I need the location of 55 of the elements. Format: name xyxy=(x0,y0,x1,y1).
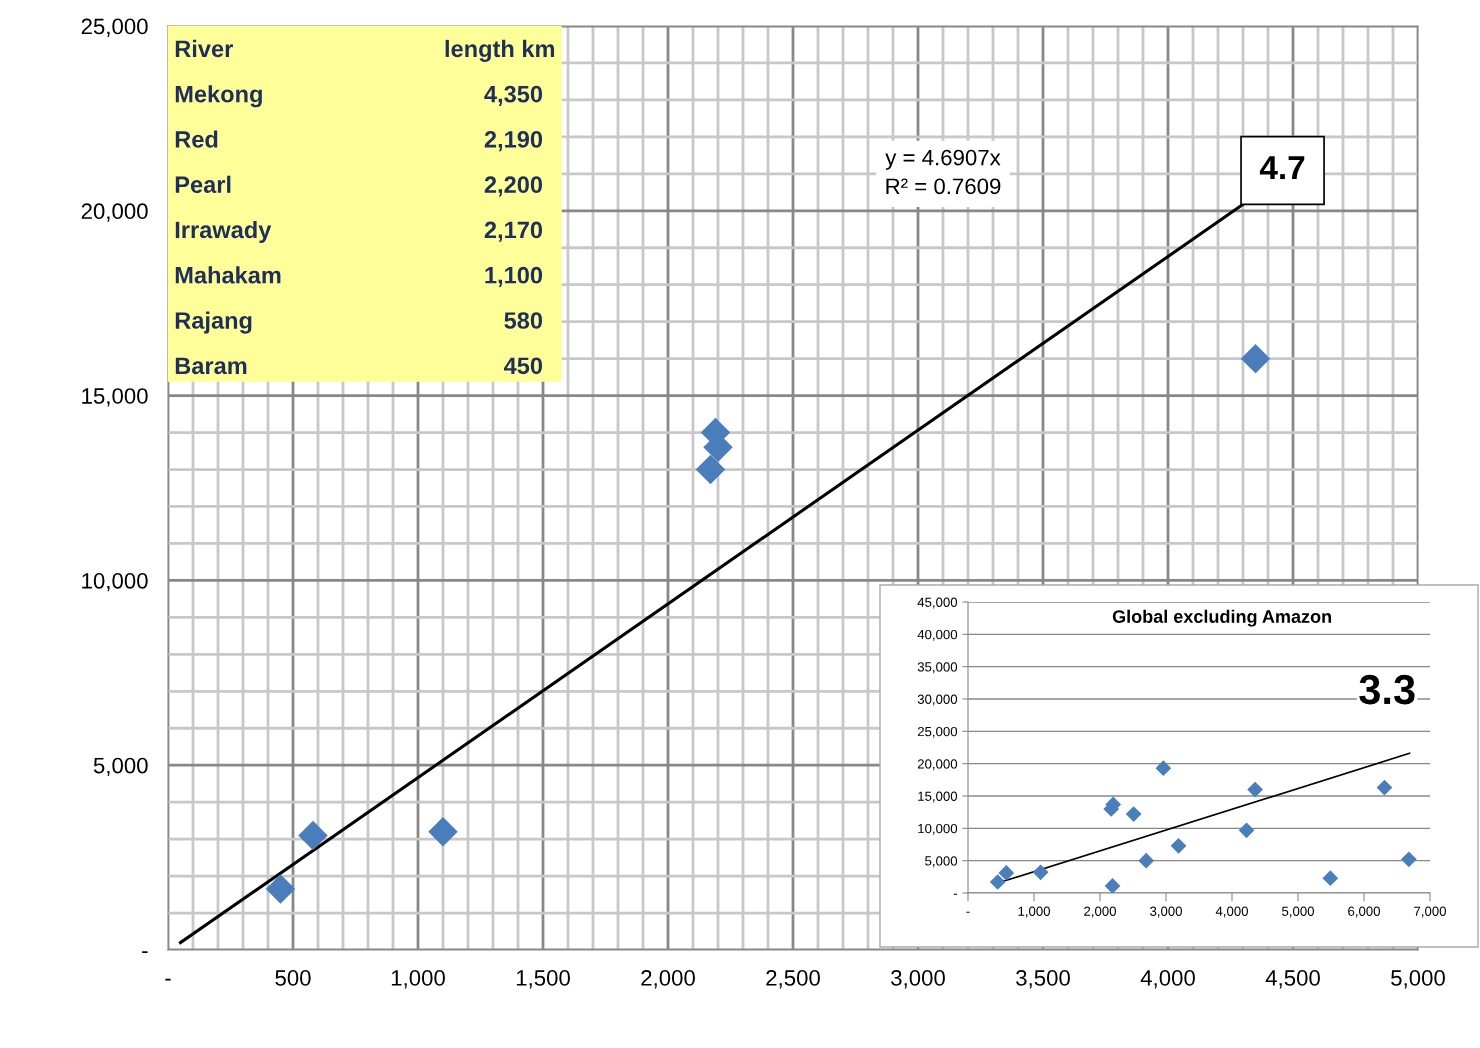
x-tick-label: - xyxy=(966,911,970,913)
annotation: Red xyxy=(175,130,218,148)
annotation: 580 xyxy=(504,312,543,329)
y-tick-label: - xyxy=(142,951,148,954)
x-tick-label: 1,500 xyxy=(516,970,570,989)
x-tick-label: 6,000 xyxy=(1348,906,1380,918)
y-tick-label: 20,000 xyxy=(917,759,958,771)
y-tick-label: 20,000 xyxy=(81,203,148,222)
x-tick-label: 5,000 xyxy=(1282,906,1314,918)
annotation: 4.7 xyxy=(1259,156,1305,180)
y-tick-label: 35,000 xyxy=(917,662,958,674)
y-tick-label: 15,000 xyxy=(918,791,958,803)
y-tick-label: 5,000 xyxy=(925,856,958,868)
annotation: Rajang xyxy=(175,311,252,334)
annotation: 4,350 xyxy=(484,85,543,106)
x-tick-label: 1,000 xyxy=(391,970,445,989)
x-tick-label: 3,000 xyxy=(1150,906,1182,918)
annotation: Irrawady xyxy=(175,220,272,243)
x-tick-label: 7,000 xyxy=(1414,906,1446,918)
x-tick-label: 4,000 xyxy=(1140,970,1195,989)
y-tick-label: 45,000 xyxy=(917,597,958,609)
x-tick-label: 2,500 xyxy=(766,970,820,989)
y-tick-label: 40,000 xyxy=(917,629,958,641)
annotation: River xyxy=(175,39,233,58)
y-tick-label: 30,000 xyxy=(917,694,958,706)
x-tick-label: 2,000 xyxy=(1084,906,1116,918)
y-tick-label: 10,000 xyxy=(918,823,958,835)
y-tick-label: - xyxy=(953,893,957,895)
annotation: Baram xyxy=(175,357,247,375)
x-tick-label: 3,500 xyxy=(1016,970,1070,989)
annotation: 3.3 xyxy=(1359,674,1415,705)
y-tick-label: 25,000 xyxy=(917,726,958,738)
annotation: length km xyxy=(445,39,555,62)
y-tick-label: 15,000 xyxy=(82,388,148,407)
y-tick-label: 25,000 xyxy=(81,18,148,37)
x-tick-label: 1,000 xyxy=(1018,906,1050,918)
annotation: Mahakam xyxy=(175,266,281,284)
x-tick-label: 4,500 xyxy=(1265,970,1320,989)
annotation: Mekong xyxy=(175,85,262,108)
y-tick-label: 5,000 xyxy=(93,757,148,777)
annotation: 450 xyxy=(503,357,543,375)
x-tick-label: 5,000 xyxy=(1391,970,1445,989)
annotation: 2,200 xyxy=(484,176,543,197)
annotation: 2,190 xyxy=(484,131,543,152)
x-tick-label: 4,000 xyxy=(1215,906,1248,918)
annotation: Pearl xyxy=(175,175,231,194)
x-tick-label: 3,000 xyxy=(891,970,945,989)
x-tick-label: - xyxy=(165,978,171,981)
x-tick-label: 500 xyxy=(275,970,311,986)
y-tick-label: 10,000 xyxy=(82,572,148,592)
chart-title: Global excluding Amazon xyxy=(1112,609,1331,627)
annotation: y = 4.6907x R² = 0.7609 xyxy=(885,149,1001,195)
x-tick-label: 2,000 xyxy=(641,970,695,989)
annotation: 1,100 xyxy=(485,266,543,288)
annotation: 2,170 xyxy=(484,221,543,242)
